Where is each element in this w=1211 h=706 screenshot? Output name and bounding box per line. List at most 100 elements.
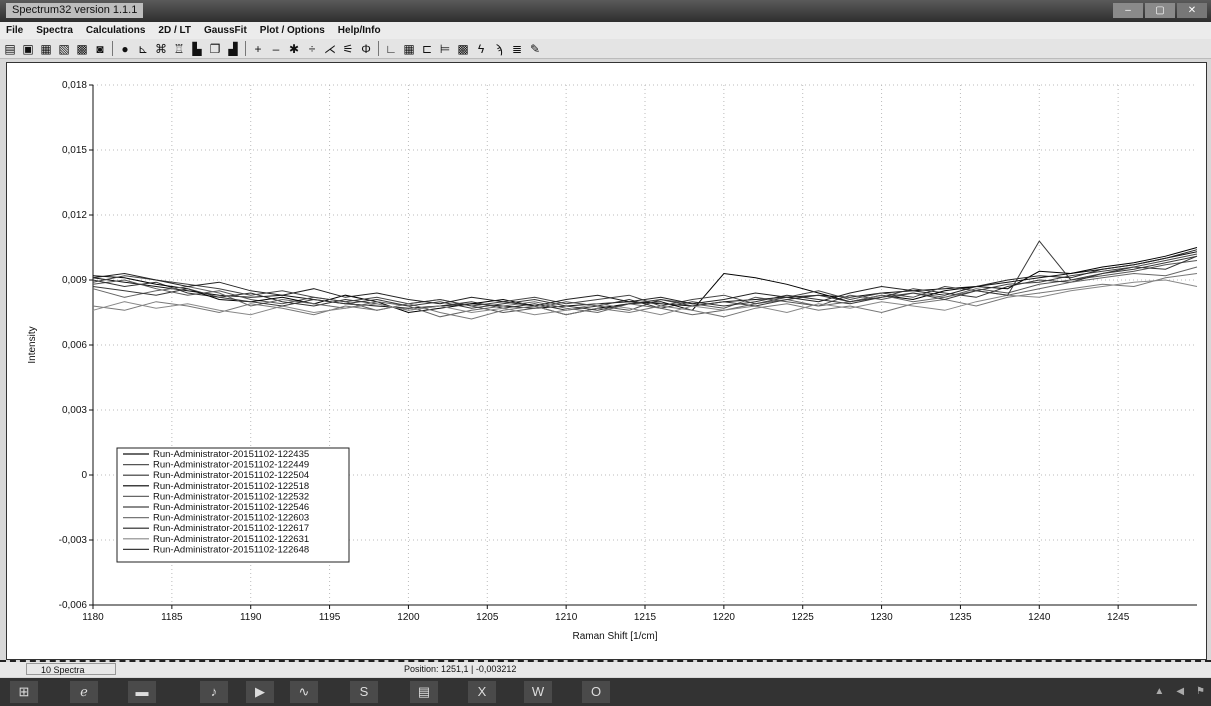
peaks-icon[interactable]: ⚟ <box>342 41 354 56</box>
spectrum-chart[interactable]: 1180 1185 1190 1195 1200 1205 1210 1215 1220 1225… <box>7 63 1206 659</box>
outlook-icon[interactable]: O <box>582 681 610 703</box>
y-tick-label: -0,003 <box>59 535 88 546</box>
y-tick-label: 0,009 <box>62 275 87 286</box>
player-icon[interactable]: ▶ <box>246 681 274 703</box>
legend-entry[interactable]: Run-Administrator-20151102-122631 <box>153 534 309 545</box>
menu-file[interactable]: File <box>6 25 24 36</box>
legend-entry[interactable]: Run-Administrator-20151102-122449 <box>153 460 309 471</box>
toolbar-separator <box>378 41 379 56</box>
series-line-8[interactable] <box>92 249 1198 307</box>
print-icon[interactable]: ◙ <box>96 41 104 56</box>
y-axis-label: Intensity <box>27 326 38 363</box>
menu-calculations[interactable]: Calculations <box>85 25 146 36</box>
fill-icon[interactable]: ▩ <box>457 41 469 56</box>
menu-spectra[interactable]: Spectra <box>36 25 73 36</box>
legend-box[interactable] <box>116 447 350 563</box>
pen-icon[interactable]: ✎ <box>529 41 541 56</box>
baseline-icon[interactable]: ⊾ <box>137 41 149 56</box>
close-button[interactable]: ✕ <box>1177 3 1207 18</box>
x-tick-label: 1240 <box>1028 612 1051 623</box>
menu-help-info[interactable]: Help/Info <box>337 25 381 36</box>
spectrum-icon[interactable]: ∿ <box>290 681 318 703</box>
legend-entry[interactable]: Run-Administrator-20151102-122504 <box>153 470 309 481</box>
x-tick-label: 1190 <box>240 612 262 623</box>
grid-icon[interactable]: ▦ <box>403 41 415 56</box>
series-line-2[interactable] <box>92 260 1198 314</box>
normalize-icon[interactable]: ♖ <box>173 41 185 56</box>
book-icon[interactable]: ▙ <box>192 41 202 56</box>
frame-icon[interactable]: ⊏ <box>421 41 433 56</box>
pages-icon[interactable]: ❐ <box>209 41 221 56</box>
record-icon[interactable]: ● <box>121 41 129 56</box>
network-icon[interactable]: ▲ <box>1154 686 1165 697</box>
axis-icon[interactable]: ∟ <box>385 41 397 56</box>
menu-bar: File Spectra Calculations 2D / LT GaussFit Pl… <box>0 22 1211 39</box>
volume-icon[interactable]: ◀ <box>1176 686 1185 697</box>
legend-entry[interactable]: Run-Administrator-20151102-122603 <box>153 513 309 524</box>
x-tick-label: 1185 <box>161 612 183 623</box>
multiply-icon[interactable]: ✱ <box>288 41 300 56</box>
legend-entry[interactable]: Run-Administrator-20151102-122648 <box>153 544 309 555</box>
notes-icon[interactable]: ▤ <box>410 681 438 703</box>
flag-icon[interactable]: ⚑ <box>1196 686 1205 697</box>
x-tick-label: 1200 <box>397 612 420 623</box>
media-icon[interactable]: ♪ <box>200 681 228 703</box>
stack-icon[interactable]: ⊨ <box>439 41 451 56</box>
series-line-5[interactable] <box>92 266 1198 318</box>
browser-icon[interactable]: ℯ <box>70 681 98 703</box>
y-tick-label: 0,003 <box>62 405 87 416</box>
window-title: Spectrum32 version 1.1.1 <box>6 3 144 18</box>
x-tick-label: 1230 <box>870 612 893 623</box>
subtract-icon[interactable]: – <box>272 41 280 56</box>
peak-icon[interactable]: ⋌ <box>324 41 336 56</box>
export-icon[interactable]: ▧ <box>58 41 70 56</box>
y-tick-label: 0,012 <box>62 210 87 221</box>
series-line-10[interactable] <box>92 240 1198 311</box>
cursor-position-readout: Position: 1251,1 | -0,003212 <box>404 664 517 674</box>
series-line-3[interactable] <box>92 255 1198 311</box>
menu-gaussfit[interactable]: GaussFit <box>203 25 247 36</box>
save-all-icon[interactable]: ▦ <box>40 41 52 56</box>
toolbar-separator <box>112 41 113 56</box>
legend-entry[interactable]: Run-Administrator-20151102-122546 <box>153 502 309 513</box>
status-separator <box>0 660 1211 662</box>
word-icon[interactable]: W <box>524 681 552 703</box>
series-line-9[interactable] <box>92 279 1198 316</box>
explorer-icon[interactable]: ▬ <box>128 681 156 703</box>
y-tick-label: 0,006 <box>62 340 87 351</box>
x-tick-label: 1195 <box>319 612 341 623</box>
x-tick-label: 1245 <box>1107 612 1130 623</box>
legend-entry[interactable]: Run-Administrator-20151102-122435 <box>153 449 309 460</box>
x-tick-label: 1205 <box>476 612 499 623</box>
excel-icon[interactable]: X <box>468 681 496 703</box>
skype-icon[interactable]: S <box>350 681 378 703</box>
zoom-y-icon[interactable]: ϡ <box>495 41 503 56</box>
maximize-button[interactable]: ▢ <box>1145 3 1175 18</box>
legend-icon[interactable]: ≣ <box>511 41 523 56</box>
plot-panel[interactable]: 1180 1185 1190 1195 1200 1205 1210 1215 1220 1225… <box>6 62 1207 660</box>
divide-icon[interactable]: ÷ <box>308 41 316 56</box>
menu-2d-lt[interactable]: 2D / LT <box>158 25 191 36</box>
save-icon[interactable]: ▣ <box>22 41 34 56</box>
start-button[interactable]: ⊞ <box>10 681 38 703</box>
series-line-6[interactable] <box>92 253 1198 307</box>
legend-entry[interactable]: Run-Administrator-20151102-122532 <box>153 491 309 502</box>
copy-icon[interactable]: ▩ <box>76 41 88 56</box>
toolbar: ▤ ▣ ▦ ▧ ▩ ◙ ● ⊾ ⌘ ♖ ▙ ❐ ▟ + – ✱ ÷ ⋌ ⚟ Φ ∟ ▦ ⊏ ⊨ ▩ ϟ ϡ ≣ ✎ <box>0 39 1211 59</box>
smooth-icon[interactable]: ⌘ <box>155 41 167 56</box>
menu-plot-options[interactable]: Plot / Options <box>259 25 325 36</box>
toolbar-separator <box>245 41 246 56</box>
window-controls: – ▢ ✕ <box>1113 3 1207 18</box>
system-tray: ▲ ◀ ⚑ <box>1154 686 1205 697</box>
open-icon[interactable]: ▤ <box>4 41 16 56</box>
y-tick-label: -0,006 <box>59 600 88 611</box>
phi-icon[interactable]: Φ <box>361 41 371 56</box>
add-icon[interactable]: + <box>254 41 262 56</box>
status-bar: 10 Spectra Position: 1251,1 | -0,003212 <box>0 662 1211 677</box>
legend-entry[interactable]: Run-Administrator-20151102-122518 <box>153 481 309 492</box>
copy-page-icon[interactable]: ▟ <box>228 41 238 56</box>
minimize-button[interactable]: – <box>1113 3 1143 18</box>
legend-entry[interactable]: Run-Administrator-20151102-122617 <box>153 523 309 534</box>
zoom-x-icon[interactable]: ϟ <box>477 41 485 56</box>
x-tick-label: 1210 <box>555 612 578 623</box>
